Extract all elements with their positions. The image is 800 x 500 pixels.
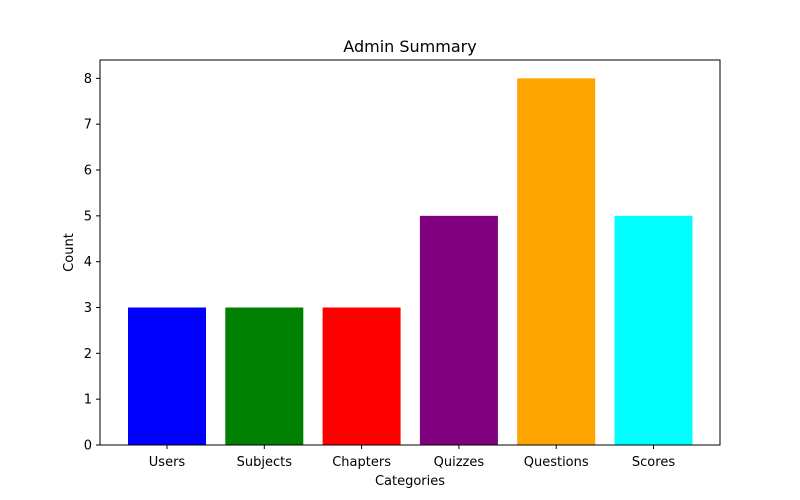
bars-layer [128,78,693,445]
y-tick-label: 4 [84,255,92,270]
x-tick-label: Subjects [237,455,293,470]
x-axis-label: Categories [375,474,445,489]
bar-subjects [225,307,304,445]
y-tick-label: 6 [84,164,92,179]
bar-questions [517,78,596,445]
y-tick-label: 1 [84,393,92,408]
bar-scores [614,215,693,445]
plot-frame [99,59,721,446]
y-tick-label: 0 [84,439,92,454]
chart-title: Admin Summary [343,37,476,56]
bar-quizzes [419,215,498,445]
y-tick-label: 7 [84,118,92,133]
bar-users [128,307,206,445]
bar-chapters [322,307,401,445]
x-tick-label: Users [149,455,186,470]
y-tick-label: 3 [84,301,92,316]
x-tick-label: Quizzes [434,455,485,470]
y-tick-label: 5 [84,209,92,224]
x-axis: Users Subjects Chapters Quizzes Questions Sco… [149,445,675,470]
y-axis: 0 1 2 3 4 5 6 7 8 [84,72,100,454]
y-tick-label: 2 [84,347,92,362]
x-tick-label: Questions [524,455,589,470]
y-axis-label: Count [62,233,77,272]
x-tick-label: Scores [632,455,675,470]
x-tick-label: Chapters [332,455,391,470]
y-tick-label: 8 [84,72,92,87]
